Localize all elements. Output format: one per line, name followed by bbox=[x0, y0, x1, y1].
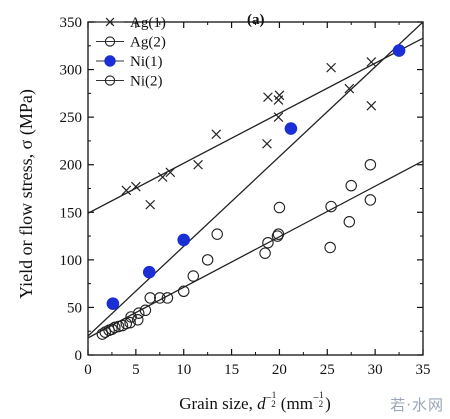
legend-label: Ni(1) bbox=[130, 54, 163, 70]
data-point-ni-2 bbox=[96, 328, 109, 340]
data-point-ag-1 bbox=[165, 167, 176, 178]
x-tick-label: 35 bbox=[416, 362, 431, 378]
data-point-ag-2 bbox=[324, 241, 336, 254]
data-point-ag-1 bbox=[145, 199, 156, 210]
fit-line bbox=[88, 22, 423, 337]
y-tick-label: 0 bbox=[75, 348, 83, 364]
data-point-ag-2 bbox=[132, 307, 145, 319]
data-point-ag-2 bbox=[271, 230, 284, 242]
data-point-ag-2 bbox=[364, 158, 377, 171]
legend-label: Ag(2) bbox=[130, 35, 166, 51]
data-point-ni-2 bbox=[124, 316, 136, 329]
data-point-ag-2 bbox=[325, 200, 337, 213]
data-point-ni-2 bbox=[116, 319, 129, 332]
x-axis-label-exp-den: 2 bbox=[271, 399, 276, 409]
x-axis-label-unit-exp-sign: − bbox=[313, 392, 319, 404]
fit-line bbox=[88, 37, 423, 214]
x-tick-label: 15 bbox=[224, 362, 239, 378]
data-point-ni-2 bbox=[139, 304, 152, 317]
legend-marker bbox=[105, 17, 115, 27]
x-tick-label: 5 bbox=[132, 362, 140, 378]
y-axis-label: Yield or flow stress, σ (MPa) bbox=[16, 89, 37, 299]
data-point-ag-1 bbox=[157, 172, 168, 182]
data-point-ag-2 bbox=[262, 236, 274, 249]
data-point-ag-1 bbox=[326, 62, 336, 73]
data-point-ag-2 bbox=[177, 285, 190, 298]
data-point-ag-1 bbox=[262, 138, 272, 149]
legend-label: Ag(1) bbox=[130, 15, 166, 31]
data-point-ag-2 bbox=[343, 216, 356, 228]
y-tick-label: 200 bbox=[60, 158, 83, 174]
data-point-ni-1 bbox=[177, 233, 191, 247]
legend-marker bbox=[104, 55, 116, 67]
data-point-ag-2 bbox=[364, 194, 377, 206]
data-point-ni-1 bbox=[142, 265, 156, 279]
y-tick-label: 250 bbox=[60, 110, 83, 126]
fit-lines bbox=[88, 22, 423, 339]
x-tick-label: 0 bbox=[84, 362, 92, 378]
data-point-ag-1 bbox=[211, 129, 222, 140]
data-point-ag-2 bbox=[201, 254, 214, 266]
data-point-ag-1 bbox=[131, 181, 141, 192]
y-tick-label: 150 bbox=[60, 205, 83, 221]
y-tick-label: 300 bbox=[60, 63, 83, 79]
x-tick-label: 30 bbox=[368, 362, 383, 378]
x-axis-label-unit-exp-den: 2 bbox=[319, 399, 324, 409]
data-point-ni-1 bbox=[106, 297, 120, 310]
x-tick-label: 25 bbox=[320, 362, 335, 378]
y-tick-label: 50 bbox=[67, 300, 82, 316]
data-point-ag-1 bbox=[344, 83, 355, 94]
legend-label: Ni(2) bbox=[130, 74, 163, 90]
x-axis-label-paren-open: ( bbox=[281, 394, 287, 413]
legend: Ag(1) Ag(2) Ni(1) Ni(2) bbox=[96, 15, 166, 90]
data-point-ag-2 bbox=[211, 228, 223, 240]
panel-label: (a) bbox=[247, 12, 265, 28]
x-axis-label-unit-exp-num: 1 bbox=[319, 390, 324, 400]
data-point-ag-1 bbox=[366, 100, 377, 111]
data-point-ni-1 bbox=[284, 122, 298, 135]
x-axis-label-exp-sign: − bbox=[266, 392, 272, 404]
data-point-ag-1 bbox=[193, 159, 203, 170]
data-point-ag-1 bbox=[366, 57, 377, 67]
y-tick-label: 100 bbox=[60, 253, 83, 269]
x-tick-label: 10 bbox=[176, 362, 191, 378]
data-point-ag-1 bbox=[274, 90, 285, 101]
x-axis-label: Grain size, d−1 2 (mm−1 2) bbox=[179, 390, 331, 413]
data-point-ag-2 bbox=[272, 228, 285, 240]
data-point-ni-2 bbox=[103, 324, 115, 337]
data-point-ag-2 bbox=[273, 201, 286, 214]
data-point-ag-2 bbox=[161, 292, 174, 304]
data-point-ag-1 bbox=[273, 112, 284, 122]
data-point-ag-2 bbox=[259, 247, 271, 259]
x-axis-label-unit: mm bbox=[286, 394, 312, 413]
legend-marker bbox=[104, 36, 116, 47]
x-axis-label-symbol: d bbox=[257, 394, 266, 413]
x-axis-label-paren-close: ) bbox=[325, 394, 331, 413]
data-point-ag-1 bbox=[263, 92, 273, 103]
data-point-ni-2 bbox=[109, 321, 121, 334]
data-point-ag-2 bbox=[345, 179, 357, 192]
watermark-text: 若·水网 bbox=[390, 396, 444, 414]
data-point-ag-1 bbox=[121, 185, 132, 196]
data-point-ni-1 bbox=[392, 44, 406, 57]
x-axis-label-prefix: Grain size, bbox=[179, 394, 257, 413]
x-tick-label: 20 bbox=[272, 362, 287, 378]
data-point-ag-2 bbox=[144, 292, 156, 304]
axes-frame bbox=[87, 21, 424, 356]
data-point-ag-2 bbox=[125, 311, 137, 323]
data-point-ag-2 bbox=[187, 270, 200, 282]
y-tick-label: 350 bbox=[60, 15, 83, 31]
data-points bbox=[96, 44, 406, 340]
data-point-ni-2 bbox=[132, 314, 144, 326]
fit-line bbox=[88, 160, 423, 339]
legend-marker bbox=[104, 75, 116, 86]
x-axis-label-exp-num: 1 bbox=[272, 390, 277, 400]
data-point-ag-2 bbox=[154, 292, 166, 304]
